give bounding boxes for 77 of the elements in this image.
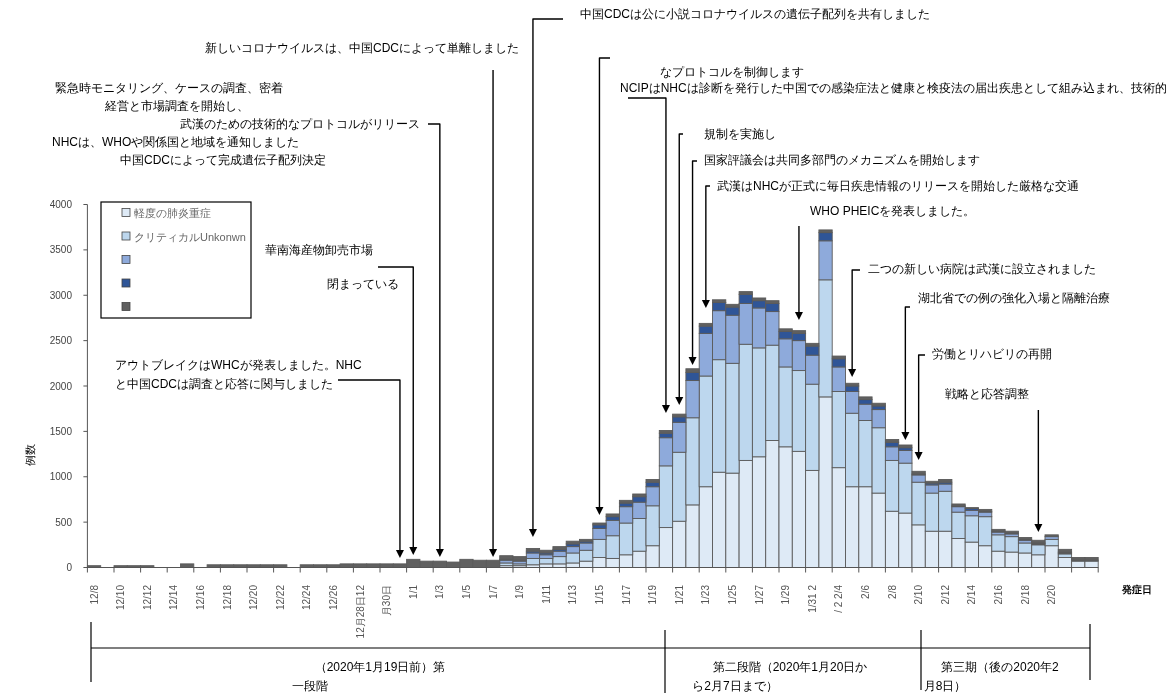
- x-tick-label: 12/24: [301, 584, 313, 611]
- x-tick-label: 1/1: [407, 584, 419, 599]
- x-tick-label: 12月28日12: [354, 584, 366, 639]
- y-tick-label: 1500: [49, 425, 73, 437]
- y-tick-label: 3500: [49, 244, 73, 256]
- x-tick-label: 1/23: [700, 584, 712, 605]
- annotation: （2020年1月19日前）第: [314, 660, 446, 674]
- x-tick-label: 1/25: [726, 584, 738, 605]
- annotation: 武漢のための技術的なプロトコルがリリース: [180, 117, 420, 131]
- y-tick-label: 4000: [49, 199, 73, 210]
- x-tick-label: 1/15: [593, 584, 605, 605]
- annotation: 中国CDCは公に小説コロナウイルスの遺伝子配列を共有しました: [580, 7, 930, 21]
- y-tick-label: 3000: [49, 289, 73, 301]
- annotation: アウトブレイクはWHCが発表しました。NHC: [115, 358, 362, 372]
- x-tick-label: 1/29: [780, 584, 792, 605]
- x-tick-label: 1/17: [620, 584, 632, 605]
- annotation: ら2月7日まで）: [692, 679, 778, 693]
- y-tick-label: 500: [55, 516, 73, 528]
- annotation: 二つの新しい病院は武漢に設立されました: [868, 262, 1096, 276]
- x-tick-label: 1/3: [434, 584, 446, 599]
- x-tick-label: 12/22: [274, 584, 286, 611]
- annotation: WHO PHEICを発表しました。: [810, 204, 976, 218]
- x-tick-label: 12/10: [115, 584, 127, 611]
- x-tick-label: 12/14: [168, 584, 180, 611]
- annotation: なプロトコルを制御します: [660, 65, 804, 79]
- x-tick-label: 12/26: [327, 584, 339, 611]
- annotation: 一段階: [292, 679, 328, 693]
- annotation: 第三期（後の2020年2: [941, 660, 1059, 674]
- y-tick-label: 1000: [49, 471, 73, 483]
- x-tick-label: 2/18: [1019, 584, 1031, 605]
- x-tick-label: 2/14: [966, 584, 978, 605]
- x-tick-label: 12/16: [194, 584, 206, 611]
- x-tick-label: 1/27: [753, 584, 765, 605]
- y-tick-label: 2500: [49, 335, 73, 347]
- annotation: NCIPはNHCは診断を発行した中国での感染症法と健康と検疫法の届出疾患として組み込まれ、技術的: [620, 81, 1167, 95]
- x-tick-label: 1/5: [460, 584, 472, 599]
- annotation: 第二段階（2020年1月20日か: [712, 660, 868, 674]
- annotation: 中国CDCによって完成遺伝子配列決定: [120, 153, 326, 167]
- annotation: 規制を実施し: [704, 127, 776, 141]
- y-tick-label: 2000: [49, 380, 73, 392]
- annotation: 労働とリハビリの再開: [932, 347, 1052, 361]
- x-tick-label: 月30日: [381, 585, 393, 617]
- annotation: 国家評議会は共同多部門のメカニズムを開始します: [704, 153, 980, 167]
- annotation: 緊急時モニタリング、ケースの調査、密着: [55, 81, 283, 95]
- x-tick-label: 12/8: [88, 584, 100, 605]
- x-tick-label: 12/12: [141, 584, 153, 611]
- annotation: 武漢はNHCが正式に毎日疾患情報のリリースを開始した厳格な交通: [717, 179, 1079, 193]
- annotation: 新しいコロナウイルスは、中国CDCによって単離しました: [205, 41, 519, 55]
- x-tick-label: 1/19: [647, 584, 659, 605]
- x-tick-label: 12/18: [221, 584, 233, 611]
- x-tick-label: 1/31 2: [806, 584, 818, 613]
- annotation: 月8日）: [923, 679, 967, 693]
- x-tick-label: 2/16: [992, 584, 1004, 605]
- y-tick-label: 0: [66, 562, 73, 573]
- annotation: 華南海産物卸売市場: [265, 243, 373, 257]
- annotation: NHCは、WHOや関係国と地域を通知しました: [52, 135, 300, 149]
- annotation: 湖北省での例の強化入場と隔離治療: [918, 291, 1110, 305]
- x-tick-label: 1/7: [487, 584, 499, 599]
- annotation: 閉まっている: [327, 277, 399, 291]
- y-axis-title: 例数: [24, 444, 36, 466]
- x-tick-label: 2/8: [886, 584, 898, 599]
- x-tick-label: 2/10: [913, 584, 925, 605]
- x-tick-label: 1/13: [567, 584, 579, 605]
- legend-label: 軽度の肺炎重症: [134, 207, 211, 219]
- x-axis-title: 発症日: [1121, 584, 1152, 595]
- x-tick-label: 2/20: [1046, 584, 1058, 605]
- x-tick-label: 12/20: [248, 584, 260, 611]
- annotation: 戦略と応答調整: [945, 387, 1029, 401]
- x-tick-label: 1/11: [540, 584, 552, 604]
- annotation: と中国CDCは調査と応答に関与しました: [115, 377, 333, 391]
- x-tick-label: 2/6: [859, 584, 871, 599]
- x-tick-label: / 2 2/4: [833, 584, 845, 613]
- x-tick-label: 1/21: [673, 584, 685, 605]
- x-tick-label: 2/12: [939, 584, 951, 605]
- x-tick-label: 1/9: [514, 584, 526, 599]
- legend-label: クリティカルUnkonwn: [134, 230, 246, 243]
- annotation: 経営と市場調査を開始し、: [105, 99, 249, 113]
